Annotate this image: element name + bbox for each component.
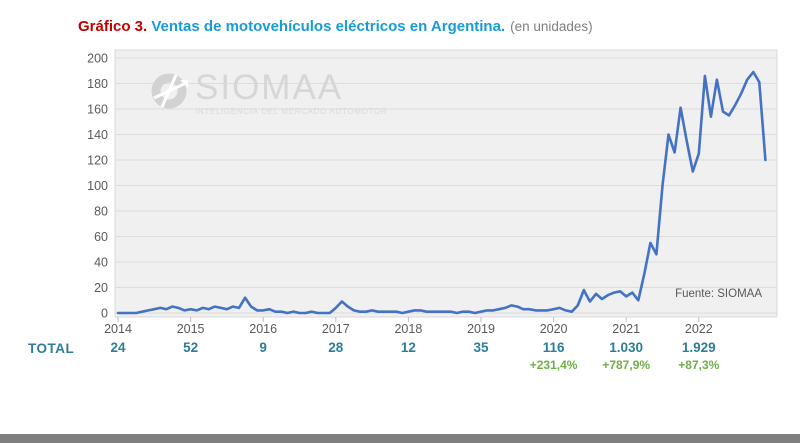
x-axis-label-2022: 2022 (685, 322, 713, 336)
y-axis-label-160: 160 (87, 103, 108, 117)
total-value-2015: 52 (183, 340, 199, 355)
total-value-2018: 12 (400, 340, 416, 355)
total-col-2016: 9 (218, 340, 308, 355)
x-axis-label-2020: 2020 (540, 322, 568, 336)
title-prefix: Gráfico 3 (78, 18, 144, 35)
y-axis-label-60: 60 (94, 230, 108, 244)
total-value-2019: 35 (473, 340, 489, 355)
y-axis-label-0: 0 (101, 307, 108, 321)
total-pct-2021: +787,9% (602, 358, 651, 372)
x-axis-label-2016: 2016 (249, 322, 277, 336)
x-axis-label-2015: 2015 (177, 322, 205, 336)
bottom-bar (0, 434, 800, 443)
y-axis-label-200: 200 (87, 52, 108, 66)
total-col-2021: 1.030 +787,9% (581, 340, 671, 372)
y-axis-label-120: 120 (87, 154, 108, 168)
total-col-2018: 12 (363, 340, 453, 355)
plot-area (114, 49, 778, 318)
total-value-2020: 116 (542, 340, 565, 355)
total-col-2020: 116 +231,4% (509, 340, 599, 372)
y-axis-label-80: 80 (94, 205, 108, 219)
total-value-2022: 1.929 (681, 340, 716, 355)
total-pct-2022: +87,3% (678, 358, 720, 372)
total-value-2017: 28 (328, 340, 344, 355)
source-note: Fuente: SIOMAA (675, 288, 762, 300)
page-title: Gráfico 3. Ventas de motovehículos eléct… (78, 17, 593, 36)
title-main: Ventas de motovehículos eléctricos en Ar… (151, 18, 506, 35)
y-axis-label-140: 140 (87, 128, 108, 142)
total-col-2022: 1.929 +87,3% (654, 340, 744, 372)
total-value-2014: 24 (110, 340, 126, 355)
title-unit-note: (en unidades) (510, 19, 593, 34)
x-axis-label-2021: 2021 (612, 322, 640, 336)
total-value-2021: 1.030 (609, 340, 644, 355)
x-axis-label-2017: 2017 (322, 322, 350, 336)
y-axis-label-20: 20 (94, 281, 108, 295)
y-axis-label-100: 100 (87, 179, 108, 193)
total-col-2017: 28 (291, 340, 381, 355)
x-axis-label-2018: 2018 (394, 322, 422, 336)
total-value-2016: 9 (259, 340, 267, 355)
total-row-label: TOTAL (28, 341, 75, 356)
title-separator: . (143, 18, 152, 35)
data-line (116, 70, 767, 315)
y-axis-label-40: 40 (94, 256, 108, 270)
x-axis-label-2014: 2014 (104, 322, 132, 336)
total-pct-2020: +231,4% (529, 358, 578, 372)
x-axis-label-2019: 2019 (467, 322, 495, 336)
y-axis-label-180: 180 (87, 77, 108, 91)
total-col-2015: 52 (146, 340, 236, 355)
total-col-2014: 24 (73, 340, 163, 355)
chart-svg: 0 20 40 60 80 100 120 140 160 180 200 2014 2015 2016 2… (87, 49, 778, 336)
total-col-2019: 35 (436, 340, 526, 355)
